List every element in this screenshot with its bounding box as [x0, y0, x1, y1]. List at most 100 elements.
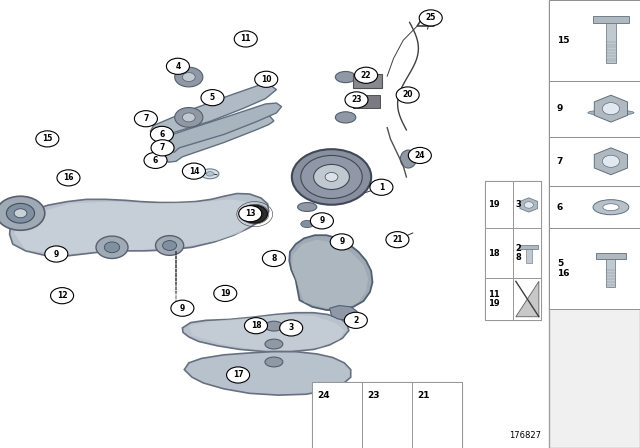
- Circle shape: [344, 312, 367, 328]
- FancyBboxPatch shape: [362, 382, 412, 448]
- Text: 15: 15: [42, 134, 52, 143]
- Circle shape: [248, 210, 261, 219]
- Ellipse shape: [298, 202, 317, 211]
- FancyBboxPatch shape: [485, 181, 513, 228]
- Circle shape: [104, 242, 120, 253]
- Text: 18: 18: [251, 321, 261, 330]
- Circle shape: [163, 241, 177, 250]
- Polygon shape: [14, 199, 264, 254]
- Ellipse shape: [301, 220, 314, 228]
- FancyBboxPatch shape: [549, 0, 640, 448]
- Ellipse shape: [201, 169, 219, 179]
- Ellipse shape: [265, 357, 283, 367]
- Circle shape: [36, 131, 59, 147]
- Circle shape: [201, 90, 224, 106]
- Text: 6: 6: [153, 156, 158, 165]
- Circle shape: [244, 318, 268, 334]
- Ellipse shape: [593, 200, 629, 215]
- Polygon shape: [593, 16, 629, 22]
- Ellipse shape: [603, 204, 619, 211]
- Text: 9: 9: [319, 216, 324, 225]
- FancyBboxPatch shape: [412, 382, 462, 448]
- Text: 9: 9: [180, 304, 185, 313]
- Text: 18: 18: [488, 249, 500, 258]
- Circle shape: [325, 172, 338, 181]
- Text: 7: 7: [143, 114, 148, 123]
- Circle shape: [345, 92, 368, 108]
- Text: 2: 2: [353, 316, 358, 325]
- FancyBboxPatch shape: [513, 181, 541, 228]
- Circle shape: [150, 126, 173, 142]
- Text: 4: 4: [175, 62, 180, 71]
- Ellipse shape: [401, 150, 417, 168]
- Text: 11
19: 11 19: [488, 290, 500, 308]
- Text: 19: 19: [220, 289, 230, 298]
- Ellipse shape: [265, 321, 283, 331]
- Circle shape: [144, 152, 167, 168]
- Text: 16: 16: [63, 173, 74, 182]
- Circle shape: [262, 250, 285, 267]
- Circle shape: [134, 111, 157, 127]
- Text: 24: 24: [415, 151, 425, 160]
- Text: 17: 17: [233, 370, 243, 379]
- Circle shape: [175, 108, 203, 127]
- Text: 7: 7: [160, 143, 165, 152]
- Ellipse shape: [588, 110, 634, 116]
- Ellipse shape: [206, 172, 214, 176]
- FancyBboxPatch shape: [353, 74, 382, 88]
- Circle shape: [227, 367, 250, 383]
- Text: 5: 5: [210, 93, 215, 102]
- Polygon shape: [289, 235, 372, 310]
- Polygon shape: [595, 148, 628, 175]
- Ellipse shape: [335, 71, 356, 83]
- Circle shape: [51, 288, 74, 304]
- Circle shape: [396, 87, 419, 103]
- Text: 19: 19: [488, 200, 500, 210]
- Text: 25: 25: [426, 13, 436, 22]
- Circle shape: [214, 285, 237, 302]
- Circle shape: [602, 155, 620, 168]
- Polygon shape: [519, 245, 538, 249]
- Text: 21: 21: [392, 235, 403, 244]
- FancyBboxPatch shape: [549, 81, 640, 137]
- Circle shape: [182, 113, 195, 122]
- Circle shape: [0, 196, 45, 230]
- Text: !: !: [424, 16, 428, 25]
- Circle shape: [355, 67, 378, 83]
- FancyBboxPatch shape: [513, 181, 541, 320]
- FancyBboxPatch shape: [312, 382, 362, 448]
- FancyBboxPatch shape: [549, 137, 640, 186]
- Text: 1: 1: [379, 183, 384, 192]
- Polygon shape: [520, 198, 538, 212]
- Circle shape: [166, 58, 189, 74]
- FancyBboxPatch shape: [485, 181, 513, 320]
- Circle shape: [45, 246, 68, 262]
- Ellipse shape: [265, 339, 283, 349]
- Text: 7: 7: [557, 157, 563, 166]
- Circle shape: [57, 170, 80, 186]
- Polygon shape: [150, 84, 276, 139]
- Circle shape: [182, 163, 205, 179]
- Circle shape: [370, 179, 393, 195]
- Circle shape: [330, 234, 353, 250]
- Polygon shape: [596, 253, 627, 259]
- FancyBboxPatch shape: [353, 95, 380, 108]
- Polygon shape: [525, 249, 532, 263]
- Text: 20: 20: [403, 90, 413, 99]
- Polygon shape: [189, 314, 344, 350]
- Circle shape: [182, 73, 195, 82]
- Text: 6: 6: [557, 202, 563, 212]
- Circle shape: [419, 10, 442, 26]
- FancyBboxPatch shape: [312, 382, 462, 448]
- Text: 11: 11: [241, 34, 251, 43]
- Circle shape: [280, 320, 303, 336]
- Ellipse shape: [335, 112, 356, 123]
- Text: 10: 10: [261, 75, 271, 84]
- Polygon shape: [516, 281, 539, 317]
- Text: 13: 13: [245, 209, 255, 218]
- Text: 23: 23: [351, 95, 362, 104]
- Circle shape: [156, 236, 184, 255]
- Text: 9: 9: [54, 250, 59, 258]
- Circle shape: [301, 155, 362, 198]
- Circle shape: [255, 71, 278, 87]
